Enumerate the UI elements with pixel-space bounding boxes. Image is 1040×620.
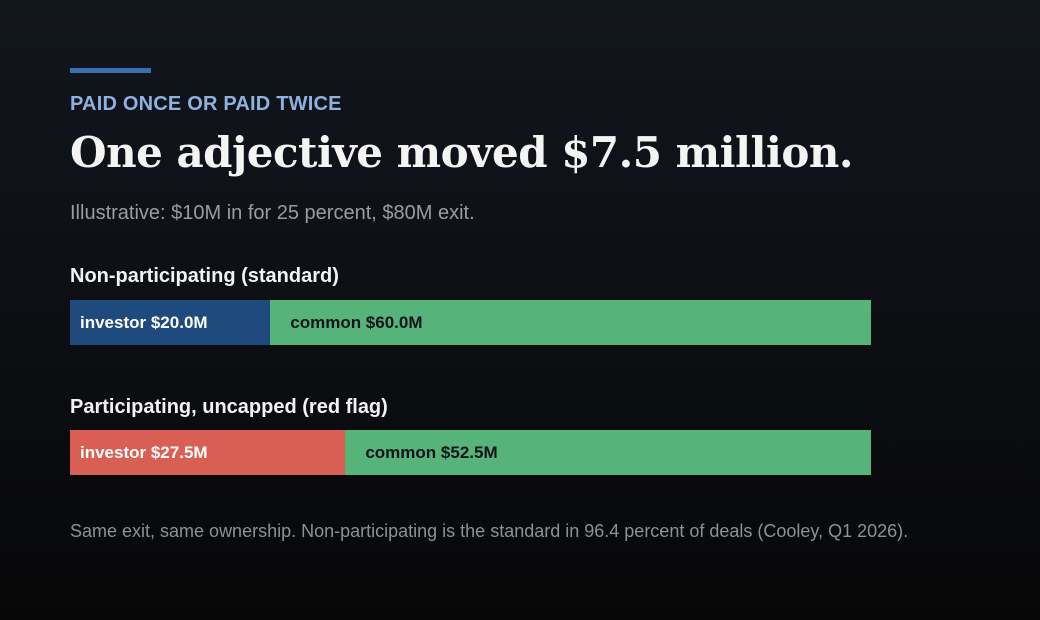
group-label-participating: Participating, uncapped (red flag) <box>70 396 388 418</box>
page-title: One adjective moved $7.5 million. <box>70 128 854 177</box>
chart-subtitle: Illustrative: $10M in for 25 percent, $8… <box>70 202 475 224</box>
eyebrow-label: PAID ONCE OR PAID TWICE <box>70 93 342 115</box>
group-label-non-participating: Non-participating (standard) <box>70 265 339 287</box>
stacked-bar-participating: investor $27.5M common $52.5M <box>70 430 871 475</box>
bar-segment-common: common $60.0M <box>270 300 871 345</box>
footnote: Same exit, same ownership. Non-participa… <box>70 521 909 541</box>
accent-rule <box>70 68 151 73</box>
stacked-bar-non-participating: investor $20.0M common $60.0M <box>70 300 871 345</box>
bar-segment-common: common $52.5M <box>345 430 871 475</box>
bar-segment-investor: investor $20.0M <box>70 300 271 345</box>
bar-segment-investor: investor $27.5M <box>70 430 346 475</box>
